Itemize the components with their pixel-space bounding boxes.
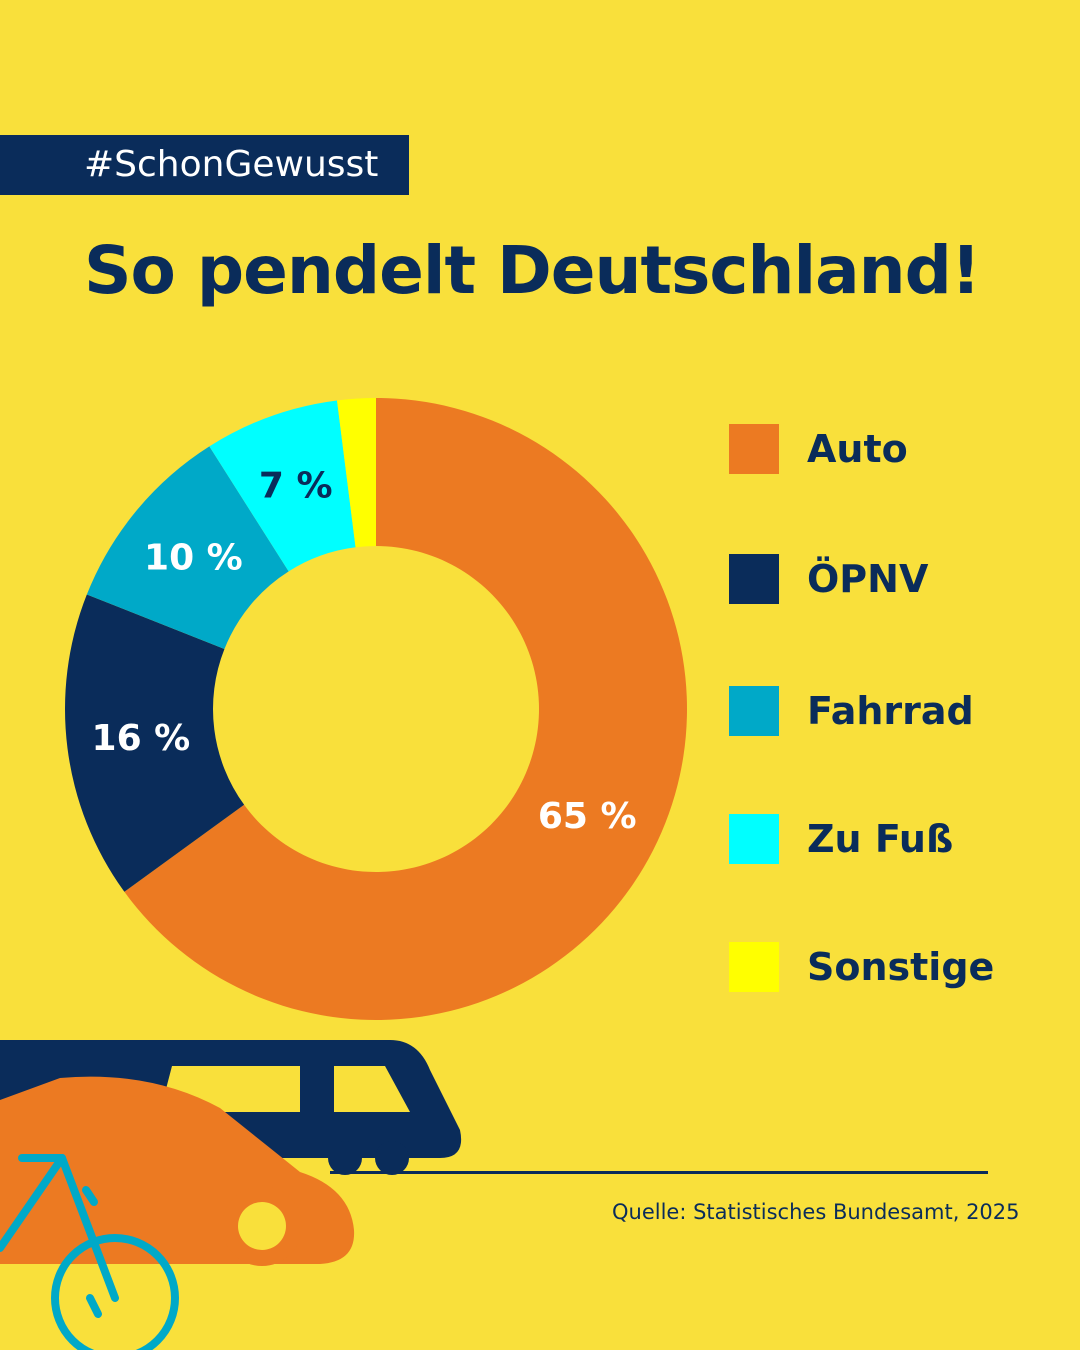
legend-label-zu-fuss: Zu Fuß xyxy=(807,817,954,861)
legend-label-auto: Auto xyxy=(807,427,908,471)
donut-slice-auto xyxy=(124,398,688,1020)
data-label-zu-fuss: 7 % xyxy=(259,466,333,507)
legend-swatch-auto xyxy=(729,424,779,474)
data-label-fahrrad: 10 % xyxy=(144,537,243,578)
legend-swatch-oepnv xyxy=(729,554,779,604)
hashtag-banner: #SchonGewusst xyxy=(0,135,409,195)
page-title: So pendelt Deutschland! xyxy=(84,232,981,309)
legend-item-zu-fuss: Zu Fuß xyxy=(729,814,1049,866)
legend-label-fahrrad: Fahrrad xyxy=(807,689,974,733)
donut-slice-sonstige xyxy=(337,398,376,548)
legend-label-sonstige: Sonstige xyxy=(807,945,995,989)
donut-chart: 65 % 16 % 10 % 7 % xyxy=(65,398,688,1020)
commute-illustration xyxy=(0,1040,462,1350)
legend-swatch-fahrrad xyxy=(729,686,779,736)
ground-line xyxy=(330,1171,988,1174)
source-note: Quelle: Statistisches Bundesamt, 2025 xyxy=(612,1200,1020,1224)
donut-slice-zu-fuss xyxy=(209,400,356,572)
legend-item-fahrrad: Fahrrad xyxy=(729,686,1049,738)
legend-item-sonstige: Sonstige xyxy=(729,942,1049,994)
donut-slice-oepnv xyxy=(65,594,245,892)
data-label-oepnv: 16 % xyxy=(92,718,191,759)
legend-swatch-zu-fuss xyxy=(729,814,779,864)
data-label-auto: 65 % xyxy=(538,796,637,837)
bicycle-icon xyxy=(0,1154,179,1350)
donut-slice-fahrrad xyxy=(86,446,289,649)
legend-item-auto: Auto xyxy=(729,424,1049,476)
legend-label-oepnv: ÖPNV xyxy=(807,557,929,601)
legend-item-oepnv: ÖPNV xyxy=(729,554,1049,606)
legend-swatch-sonstige xyxy=(729,942,779,992)
